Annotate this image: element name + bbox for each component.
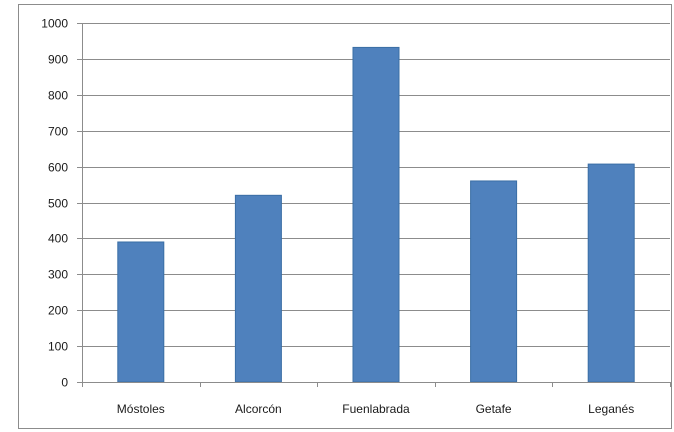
x-tick-label: Móstoles — [117, 402, 165, 416]
y-tick-label: 300 — [48, 268, 68, 282]
x-tick-labels: Móstoles Alcorcón Fuenlabrada Getafe Leganés — [117, 402, 634, 416]
bar — [470, 180, 518, 383]
x-tick-label: Fuenlabrada — [342, 402, 410, 416]
y-tick-label: 800 — [48, 89, 68, 103]
bar — [587, 163, 635, 383]
x-tick-label: Getafe — [476, 402, 512, 416]
x-tick-label: Alcorcón — [235, 402, 282, 416]
y-tick-label: 200 — [48, 304, 68, 318]
bar — [117, 241, 165, 383]
y-tick-labels: 0 100 200 300 400 500 600 700 800 900 1000 — [41, 17, 68, 390]
y-tick-label: 700 — [48, 125, 68, 139]
x-tick-label: Leganés — [588, 402, 634, 416]
bar — [352, 46, 400, 383]
y-tick-label: 600 — [48, 161, 68, 175]
y-tick-label: 100 — [48, 340, 68, 354]
bars — [117, 46, 635, 383]
y-tick-label: 900 — [48, 53, 68, 67]
y-tick-label: 1000 — [41, 17, 68, 31]
y-tick-label: 400 — [48, 232, 68, 246]
bar — [234, 194, 282, 383]
y-tick-label: 0 — [61, 376, 68, 390]
y-tick-label: 500 — [48, 197, 68, 211]
axes — [82, 23, 671, 387]
